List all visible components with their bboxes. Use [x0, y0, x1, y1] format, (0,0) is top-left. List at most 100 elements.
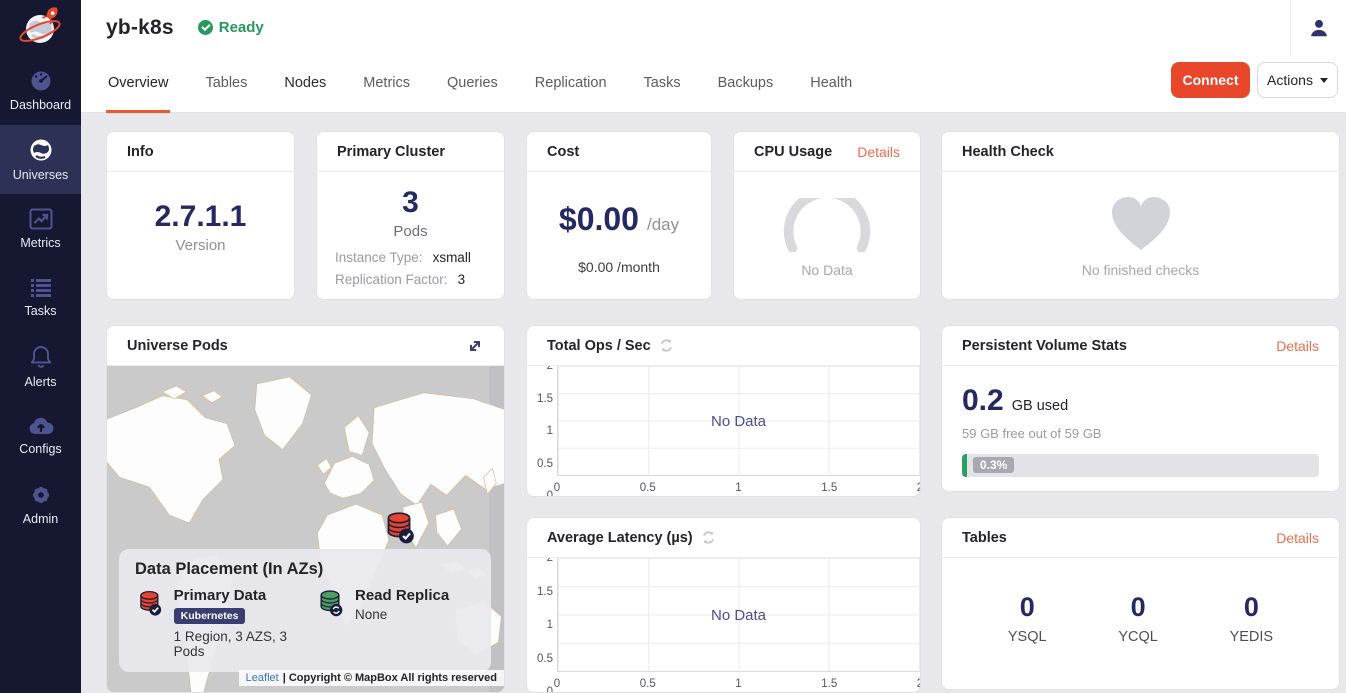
sidebar-item-universes[interactable]: Universes: [0, 125, 81, 194]
kubernetes-badge: Kubernetes: [173, 608, 246, 624]
connect-button[interactable]: Connect: [1171, 62, 1250, 98]
cost-per-month: $0.00 /month: [578, 259, 660, 276]
ysql-label: YSQL: [1007, 629, 1047, 645]
sidebar-item-dashboard[interactable]: Dashboard: [0, 56, 81, 125]
y-tick: 1.5: [537, 392, 553, 405]
actions-dropdown[interactable]: Actions: [1257, 62, 1338, 98]
gear-icon: [32, 486, 49, 504]
replication-factor-label: Replication Factor:: [335, 272, 448, 287]
sidebar-item-tasks[interactable]: Tasks: [0, 263, 81, 332]
x-tick: 0.5: [639, 482, 656, 494]
universe-title: yb-k8s: [106, 15, 174, 39]
cloud-upload-icon: [29, 417, 53, 434]
no-data-text: No Data: [710, 606, 767, 624]
user-menu[interactable]: [1290, 0, 1346, 55]
yedis-value: 0: [1243, 592, 1259, 622]
y-tick: 2: [546, 558, 553, 564]
list-icon: [30, 279, 51, 297]
sidebar-nav: Dashboard Universes Metrics: [0, 56, 81, 539]
ycql-label: YCQL: [1118, 629, 1158, 645]
plot-area: [557, 366, 920, 476]
leaflet-link[interactable]: Leaflet: [245, 672, 279, 684]
primary-cluster-card: Primary Cluster 3 Pods Instance Type: xs…: [316, 131, 505, 300]
yedis-label: YEDIS: [1229, 629, 1274, 645]
refresh-icon[interactable]: [659, 338, 674, 353]
x-tick: 1.5: [821, 678, 838, 690]
free-space-text: 59 GB free out of 59 GB: [962, 426, 1102, 441]
tab-metrics[interactable]: Metrics: [363, 74, 411, 91]
persistent-volume-card: Persistent Volume Stats Details 0.2 GB u…: [941, 325, 1340, 492]
refresh-icon[interactable]: [701, 530, 716, 545]
replication-factor-value: 3: [457, 272, 466, 287]
tab-health[interactable]: Health: [810, 74, 853, 91]
instance-type-value: xsmall: [432, 250, 471, 265]
card-title: Health Check: [962, 143, 1054, 160]
card-title: Persistent Volume Stats: [962, 337, 1127, 354]
card-title: Tables: [962, 529, 1007, 546]
y-tick: 1: [546, 619, 553, 631]
cost-card: Cost $0.00 /day $0.00 /month: [526, 131, 712, 300]
world-map[interactable]: Data Placement (In AZs) Primary Data K: [107, 366, 504, 692]
tab-replication[interactable]: Replication: [534, 74, 607, 91]
globe-icon: [30, 139, 51, 161]
map-attribution: Leaflet | Copyright © MapBox All rights …: [238, 670, 504, 686]
tab-tables[interactable]: Tables: [205, 74, 248, 91]
cpu-no-data-text: No Data: [801, 262, 853, 278]
tab-overview[interactable]: Overview: [106, 55, 171, 113]
sidebar-item-admin[interactable]: Admin: [0, 470, 81, 539]
actions-label: Actions: [1267, 72, 1313, 88]
y-tick: 0.5: [537, 457, 553, 470]
primary-data-label: Primary Data: [173, 587, 267, 604]
y-tick: 1: [546, 425, 553, 437]
user-icon: [1310, 19, 1327, 36]
x-tick: 1: [735, 678, 742, 690]
yugabyte-logo[interactable]: [0, 0, 81, 56]
chevron-down-icon: [1319, 77, 1328, 83]
info-card: Info 2.7.1.1 Version: [106, 131, 295, 300]
total-ops-chart: 2 1.5 1 0.5 0 No Data 0 0.5 1 1.5 2: [527, 366, 920, 496]
sidebar-item-configs[interactable]: Configs: [0, 401, 81, 470]
primary-data-item: Primary Data Kubernetes 1 Region, 3 AZS,…: [135, 587, 315, 659]
cost-per-day-unit: /day: [646, 215, 680, 234]
ready-check-icon: [197, 20, 213, 35]
sidebar-item-label: Tasks: [24, 304, 57, 318]
cost-per-day-value: $0.00: [558, 201, 639, 237]
tab-queries[interactable]: Queries: [447, 74, 498, 91]
planet-rocket-logo-icon: [18, 7, 61, 43]
sidebar-item-label: Dashboard: [9, 98, 72, 112]
chart-icon: [29, 208, 52, 230]
gb-used-unit: GB used: [1011, 398, 1069, 414]
pods-count: 3: [402, 186, 419, 219]
health-no-checks-text: No finished checks: [1081, 262, 1200, 278]
status-badge: Ready: [197, 19, 264, 36]
x-axis: 0 0.5 1 1.5 2: [553, 476, 920, 496]
tab-backups[interactable]: Backups: [717, 74, 774, 91]
usage-progress-bar: 0.3%: [962, 454, 1319, 477]
cpu-details-link[interactable]: Details: [857, 143, 900, 160]
tab-tasks[interactable]: Tasks: [643, 74, 681, 91]
volume-details-link[interactable]: Details: [1276, 337, 1319, 354]
read-replica-db-icon: [320, 590, 343, 617]
sidebar-item-label: Metrics: [20, 236, 61, 250]
card-title: Info: [127, 143, 154, 160]
universe-pods-card: Universe Pods: [106, 325, 505, 693]
x-tick: 0: [553, 482, 561, 494]
y-tick: 2: [546, 366, 553, 372]
card-title: Total Ops / Sec: [547, 337, 651, 354]
tables-details-link[interactable]: Details: [1276, 529, 1319, 546]
ysql-count: 0 YSQL: [1008, 592, 1047, 645]
usage-percent-badge: 0.3%: [973, 457, 1015, 473]
yedis-count: 0 YEDIS: [1230, 592, 1274, 645]
mapbox-copyright: | Copyright © MapBox All rights reserved: [282, 672, 497, 684]
pods-label: Pods: [393, 223, 428, 240]
region-marker[interactable]: [381, 509, 417, 550]
version-label: Version: [175, 237, 226, 254]
x-tick: 2: [917, 678, 920, 690]
x-tick: 1: [735, 482, 742, 494]
tab-nodes[interactable]: Nodes: [284, 74, 327, 91]
sidebar-item-metrics[interactable]: Metrics: [0, 194, 81, 263]
expand-icon[interactable]: [466, 337, 484, 355]
no-data-text: No Data: [710, 412, 767, 430]
sidebar-item-alerts[interactable]: Alerts: [0, 332, 81, 401]
